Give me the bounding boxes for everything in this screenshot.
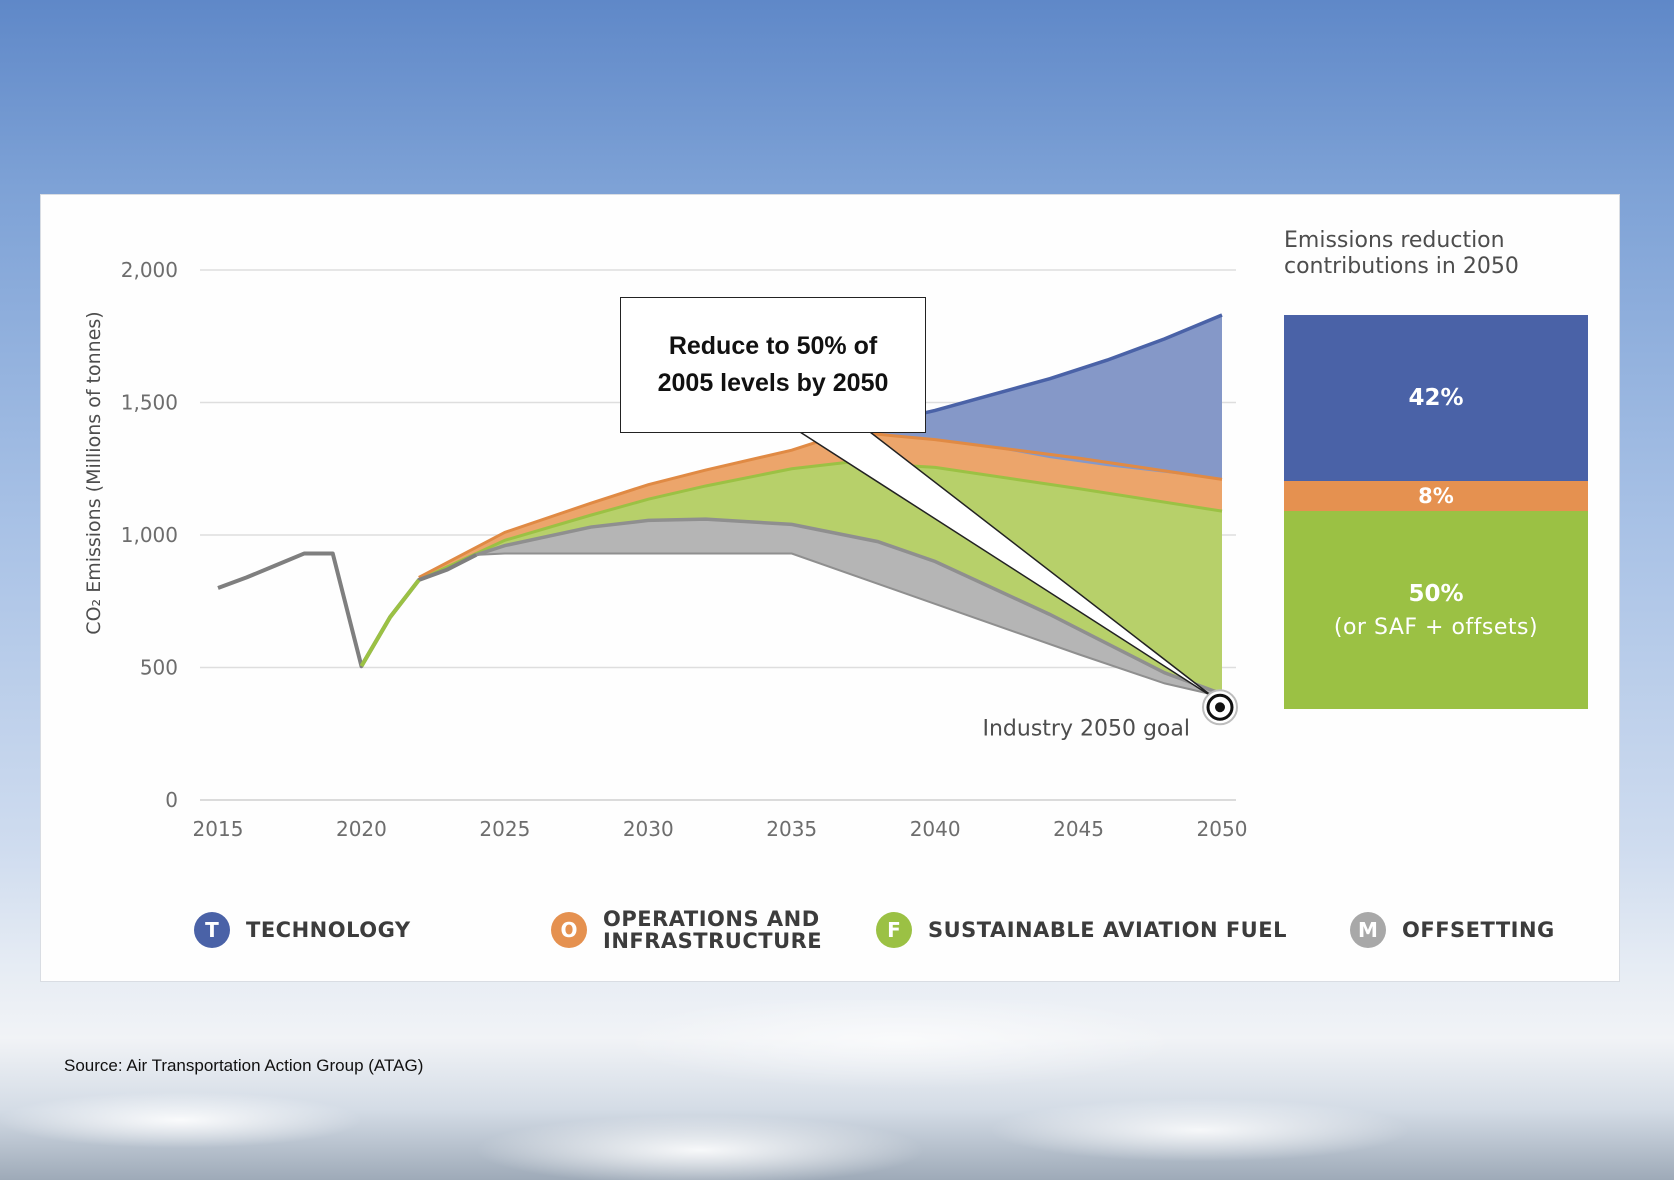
offsetting-line (475, 517, 1223, 696)
goal-target-icon (1202, 689, 1238, 726)
y-tick-label: 1,500 (121, 391, 178, 415)
x-tick-label: 2045 (1053, 817, 1104, 841)
saf-percent: 50% (1408, 580, 1464, 607)
y-tick-labels: 0 500 1,000 1,500 2,000 (121, 258, 178, 812)
source-note: Source: Air Transportation Action Group … (64, 1056, 424, 1075)
legend-item-saf: F SUSTAINABLE AVIATION FUEL (876, 900, 1287, 960)
x-tick-label: 2015 (193, 817, 244, 841)
x-tick-label: 2040 (910, 817, 961, 841)
technology-icon: T (194, 912, 230, 948)
y-axis-label: CO₂ Emissions (Millions of tonnes) (83, 311, 105, 634)
goal-center-dot (1215, 702, 1225, 713)
operations-segment: 8% (1284, 481, 1588, 511)
historical-line (217, 551, 478, 669)
callout-text: Reduce to 50% of 2005 levels by 2050 (657, 332, 889, 397)
legend: T TECHNOLOGY O OPERATIONS AND INFRASTRUC… (0, 900, 1674, 960)
legend-item-technology: T TECHNOLOGY (194, 900, 411, 960)
legend-item-offsetting: M OFFSETTING (1350, 900, 1555, 960)
contributions-title-line2: contributions in 2050 (1284, 254, 1519, 279)
technology-segment: 42% (1284, 315, 1588, 481)
cloud-background (0, 1000, 1674, 1180)
contributions-stacked-bar: 42% 8% 50% (or SAF + offsets) (1284, 315, 1588, 709)
x-tick-label: 2025 (479, 817, 530, 841)
callout-box: Reduce to 50% of 2005 levels by 2050 (620, 297, 926, 433)
x-tick-label: 2050 (1197, 817, 1248, 841)
saf-recovery-line (359, 578, 421, 668)
x-tick-label: 2035 (766, 817, 817, 841)
contributions-title: Emissions reduction contributions in 205… (1284, 228, 1584, 280)
y-tick-label: 0 (165, 788, 178, 812)
saf-segment: 50% (or SAF + offsets) (1284, 511, 1588, 709)
x-tick-label: 2030 (623, 817, 674, 841)
offsetting-icon: M (1350, 912, 1386, 948)
contributions-title-line1: Emissions reduction (1284, 228, 1505, 253)
operations-area (418, 431, 1222, 581)
technology-area (849, 315, 1222, 480)
goal-label: Industry 2050 goal (983, 716, 1191, 741)
x-tick-labels: 2015 2020 2025 2030 2035 2040 2045 2050 (193, 817, 1248, 841)
legend-label-operations-line2: INFRASTRUCTURE (603, 929, 823, 953)
y-tick-label: 2,000 (121, 258, 178, 282)
legend-item-operations: O OPERATIONS AND INFRASTRUCTURE (551, 900, 822, 960)
legend-label-technology: TECHNOLOGY (246, 918, 411, 942)
operations-percent: 8% (1418, 484, 1454, 508)
x-tick-label: 2020 (336, 817, 387, 841)
legend-label-offsetting: OFFSETTING (1402, 918, 1555, 942)
legend-label-saf: SUSTAINABLE AVIATION FUEL (928, 918, 1287, 942)
saf-note: (or SAF + offsets) (1333, 614, 1539, 640)
operations-line (418, 430, 1223, 579)
offsetting-lower-line (476, 552, 1223, 698)
y-tick-label: 1,000 (121, 523, 178, 547)
saf-icon: F (876, 912, 912, 948)
technology-percent: 42% (1408, 385, 1464, 411)
legend-label-operations: OPERATIONS AND INFRASTRUCTURE (603, 908, 822, 952)
series-lines (217, 313, 1223, 698)
y-tick-label: 500 (140, 656, 178, 680)
operations-icon: O (551, 912, 587, 948)
legend-label-operations-line1: OPERATIONS AND (603, 907, 820, 931)
